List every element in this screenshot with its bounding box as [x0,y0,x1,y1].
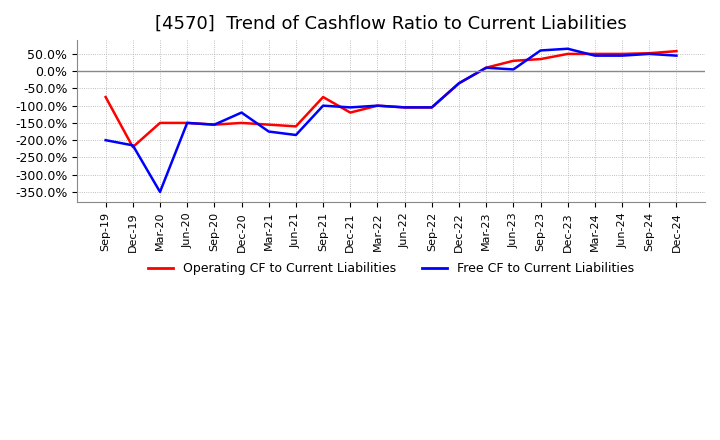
Free CF to Current Liabilities [590,53,599,58]
Free CF to Current Liabilities [156,189,164,194]
Operating CF to Current Liabilities [346,110,354,115]
Free CF to Current Liabilities [672,53,681,58]
Free CF to Current Liabilities [346,105,354,110]
Operating CF to Current Liabilities [156,120,164,125]
Free CF to Current Liabilities [373,103,382,108]
Free CF to Current Liabilities [102,138,110,143]
Operating CF to Current Liabilities [509,58,518,63]
Free CF to Current Liabilities [264,129,273,134]
Free CF to Current Liabilities [564,46,572,51]
Operating CF to Current Liabilities [210,122,219,127]
Operating CF to Current Liabilities [564,51,572,57]
Operating CF to Current Liabilities [183,120,192,125]
Free CF to Current Liabilities [645,51,654,57]
Free CF to Current Liabilities [292,132,300,138]
Free CF to Current Liabilities [536,48,545,53]
Operating CF to Current Liabilities [102,95,110,100]
Operating CF to Current Liabilities [319,95,328,100]
Operating CF to Current Liabilities [292,124,300,129]
Operating CF to Current Liabilities [672,48,681,54]
Line: Operating CF to Current Liabilities: Operating CF to Current Liabilities [106,51,677,147]
Operating CF to Current Liabilities [373,103,382,108]
Free CF to Current Liabilities [482,65,490,70]
Free CF to Current Liabilities [428,105,436,110]
Free CF to Current Liabilities [400,105,409,110]
Free CF to Current Liabilities [128,143,137,148]
Free CF to Current Liabilities [319,103,328,108]
Free CF to Current Liabilities [237,110,246,115]
Free CF to Current Liabilities [210,122,219,127]
Operating CF to Current Liabilities [645,51,654,56]
Operating CF to Current Liabilities [482,65,490,70]
Operating CF to Current Liabilities [455,81,464,86]
Free CF to Current Liabilities [183,120,192,125]
Operating CF to Current Liabilities [590,51,599,57]
Free CF to Current Liabilities [509,67,518,72]
Operating CF to Current Liabilities [264,122,273,127]
Operating CF to Current Liabilities [618,51,626,57]
Line: Free CF to Current Liabilities: Free CF to Current Liabilities [106,49,677,192]
Free CF to Current Liabilities [618,53,626,58]
Operating CF to Current Liabilities [128,144,137,150]
Free CF to Current Liabilities [455,81,464,86]
Legend: Operating CF to Current Liabilities, Free CF to Current Liabilities: Operating CF to Current Liabilities, Fre… [143,257,639,280]
Operating CF to Current Liabilities [237,120,246,125]
Title: [4570]  Trend of Cashflow Ratio to Current Liabilities: [4570] Trend of Cashflow Ratio to Curren… [156,15,627,33]
Operating CF to Current Liabilities [428,105,436,110]
Operating CF to Current Liabilities [400,105,409,110]
Operating CF to Current Liabilities [536,56,545,62]
